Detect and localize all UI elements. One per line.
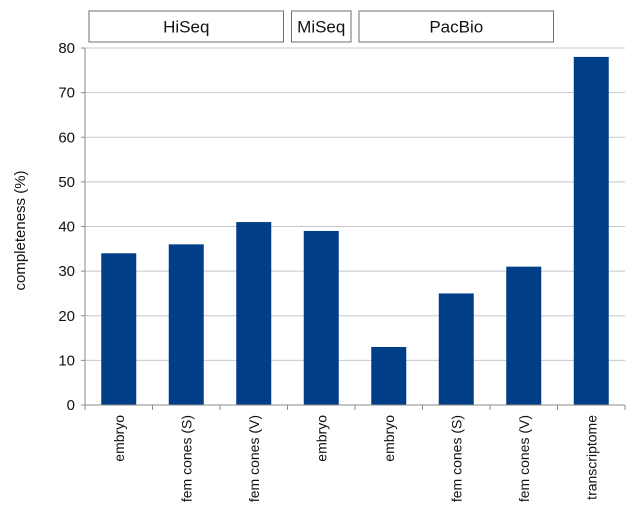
group-header-label: HiSeq [163, 18, 209, 37]
bar [236, 222, 272, 405]
bar [506, 266, 542, 405]
axis-layer [81, 47, 626, 410]
x-tick-label: fem cones (S) [178, 415, 194, 502]
x-tick-label: embryo [313, 415, 329, 462]
y-tick-label: 30 [58, 263, 75, 280]
x-tick-label: transcriptome [583, 415, 599, 500]
y-tick-label: 0 [67, 397, 75, 414]
bar [573, 56, 609, 406]
y-tick-label: 80 [58, 40, 75, 57]
bar [303, 230, 339, 405]
group-header-label: MiSeq [297, 18, 345, 37]
bar [438, 293, 474, 405]
y-tick-label: 20 [58, 308, 75, 325]
bar-layer [101, 56, 609, 406]
x-tick-label: fem cones (S) [448, 415, 464, 502]
x-tick-label: embryo [381, 415, 397, 462]
y-tick-label: 10 [58, 352, 75, 369]
bar [101, 253, 137, 405]
y-tick-label: 50 [58, 174, 75, 191]
y-axis-title: completeness (%) [12, 170, 29, 290]
group-header-box [291, 10, 352, 43]
group-header-layer: HiSeq MiSeq PacBio [88, 10, 554, 43]
group-header-label: PacBio [429, 18, 483, 37]
gridline-layer [85, 47, 625, 361]
x-tick-label: embryo [111, 415, 127, 462]
x-tick-label: fem cones (V) [246, 415, 262, 502]
y-tick-label: 60 [58, 129, 75, 146]
y-tick-label: 40 [58, 219, 75, 236]
group-header-box [88, 10, 284, 43]
label-layer: 0 10 20 30 40 50 60 70 80 embryo fem cones (S) fem … [58, 40, 599, 502]
y-tick-label: 70 [58, 85, 75, 102]
bar [371, 346, 407, 405]
bar [168, 244, 204, 405]
group-header-box [358, 10, 554, 43]
x-tick-label: fem cones (V) [516, 415, 532, 502]
